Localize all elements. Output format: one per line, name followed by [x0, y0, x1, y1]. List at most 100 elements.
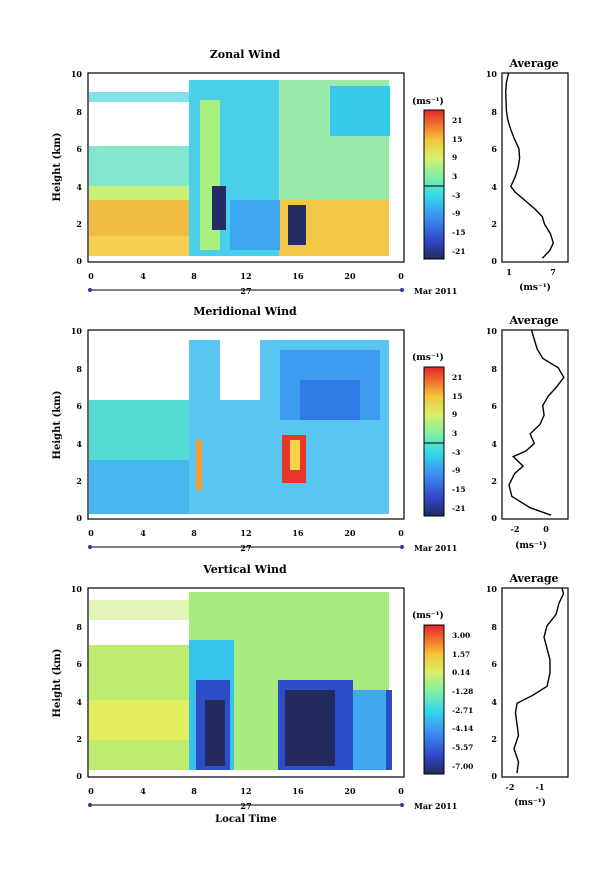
- x-tick-label: 12: [240, 271, 251, 281]
- x-tick-label: -2: [511, 524, 520, 534]
- y-tick-label: 10: [486, 69, 498, 79]
- y-tick-label: 2: [76, 734, 82, 744]
- colorbar-label: 3.00: [452, 631, 470, 640]
- y-tick-label: 6: [76, 144, 82, 154]
- colorbar-label: 3: [452, 172, 457, 181]
- y-axis-label: Height (km): [52, 133, 63, 202]
- x-tick-label: 20: [344, 528, 356, 538]
- colorbar: (ms⁻¹) 21 15 9 3 -3 -9 -15 -21: [412, 352, 466, 517]
- y-tick-label: 2: [76, 219, 82, 229]
- y-tick-label: 4: [76, 439, 82, 449]
- x-axis-label: Local Time: [215, 814, 277, 825]
- y-tick-label: 8: [491, 622, 497, 632]
- colorbar-label: 9: [452, 153, 457, 162]
- heatmap-field: [87, 329, 405, 520]
- panel-meridional: Meridional Wind Height (km) 0 2 4 6 8 10…: [52, 305, 569, 553]
- panel-zonal: Zonal Wind Height (km) 0 2 4 6 8 10: [52, 48, 569, 296]
- x-tick-label: 4: [140, 528, 146, 538]
- y-tick-label: 0: [76, 256, 82, 266]
- y-tick-label: 10: [486, 326, 498, 336]
- x-tick-label: 8: [191, 528, 197, 538]
- y-tick-label: 4: [76, 697, 82, 707]
- colorbar: (ms⁻¹) 3.00 1.57 0.14 -1.28 -2.71 -4.14 …: [412, 610, 473, 775]
- date-label: Mar 2011: [414, 543, 457, 553]
- x-tick-label: 4: [140, 786, 146, 796]
- y-tick-label: 4: [491, 697, 497, 707]
- y-tick-label: 0: [76, 771, 82, 781]
- colorbar-label: -9: [452, 466, 460, 475]
- panel-title: Meridional Wind: [193, 305, 297, 318]
- average-panel: Average 0 2 4 6 8 10 -2 0 (ms⁻¹): [486, 314, 569, 551]
- y-tick-label: 6: [491, 401, 497, 411]
- y-tick-label: 0: [491, 771, 497, 781]
- colorbar-unit: (ms⁻¹): [412, 352, 444, 363]
- colorbar-label: -1.28: [452, 687, 473, 696]
- x-tick-label: 1: [506, 267, 512, 277]
- average-panel: Average 0 2 4 6 8 10 -2 -1 (ms⁻¹): [486, 572, 569, 808]
- average-title: Average: [508, 314, 558, 327]
- colorbar-label: -4.14: [452, 724, 473, 733]
- y-tick-label: 8: [76, 107, 82, 117]
- y-tick-label: 10: [486, 584, 498, 594]
- colorbar-label: 9: [452, 410, 457, 419]
- y-tick-label: 10: [71, 69, 83, 79]
- panel-title: Zonal Wind: [210, 48, 281, 61]
- x-tick-label: -1: [536, 782, 545, 792]
- colorbar-label: -21: [452, 504, 466, 513]
- x-tick-label: 0: [88, 786, 94, 796]
- colorbar-label: -15: [452, 485, 466, 494]
- x-tick-label: 12: [240, 528, 251, 538]
- x-axis: 0 4 8 12 16 20 0 27 Mar 2011: [88, 271, 457, 296]
- x-tick-label: 16: [292, 528, 304, 538]
- y-tick-label: 8: [76, 622, 82, 632]
- colorbar-unit: (ms⁻¹): [412, 96, 444, 107]
- average-x-label: (ms⁻¹): [515, 540, 547, 551]
- y-axis: Height (km) 0 2 4 6 8 10: [52, 69, 82, 266]
- y-tick-label: 6: [76, 659, 82, 669]
- average-panel: Average 0 2 4 6 8 10 1 7 (ms⁻¹): [486, 57, 569, 293]
- x-tick-label: -2: [506, 782, 515, 792]
- average-profile-line: [508, 329, 565, 516]
- colorbar-label: 15: [452, 135, 462, 144]
- y-tick-label: 2: [491, 219, 497, 229]
- y-tick-label: 0: [491, 256, 497, 266]
- average-profile-line: [513, 587, 565, 774]
- date-label: Mar 2011: [414, 801, 457, 811]
- average-profile-line: [504, 72, 555, 259]
- y-tick-label: 8: [491, 364, 497, 374]
- colorbar-label: -3: [452, 448, 460, 457]
- y-axis-label: Height (km): [52, 649, 63, 718]
- x-tick-label: 16: [292, 786, 304, 796]
- y-tick-label: 0: [76, 513, 82, 523]
- x-tick-label: 20: [344, 271, 356, 281]
- y-tick-label: 8: [491, 107, 497, 117]
- heatmap-field: [87, 72, 405, 263]
- y-tick-label: 10: [71, 584, 83, 594]
- heatmap-field: [87, 587, 405, 778]
- colorbar-label: 21: [452, 373, 462, 382]
- x-tick-label: 0: [398, 786, 404, 796]
- x-tick-label: 16: [292, 271, 304, 281]
- colorbar-label: -7.00: [452, 762, 473, 771]
- colorbar-label: 3: [452, 429, 457, 438]
- x-tick-label: 0: [88, 528, 94, 538]
- average-title: Average: [508, 57, 558, 70]
- x-tick-label: 7: [550, 267, 556, 277]
- x-tick-label: 4: [140, 271, 146, 281]
- colorbar-label: -15: [452, 228, 466, 237]
- y-tick-label: 4: [491, 439, 497, 449]
- panel-title: Vertical Wind: [202, 563, 287, 576]
- y-axis: Height (km) 0 2 4 6 8 10: [52, 326, 82, 523]
- y-tick-label: 0: [491, 513, 497, 523]
- date-label: Mar 2011: [414, 286, 457, 296]
- x-tick-label: 12: [240, 786, 251, 796]
- x-axis: 0 4 8 12 16 20 0 27 Mar 2011: [88, 528, 457, 553]
- x-tick-label: 0: [88, 271, 94, 281]
- colorbar-label: -3: [452, 191, 460, 200]
- y-tick-label: 4: [491, 182, 497, 192]
- y-axis: Height (km) 0 2 4 6 8 10: [52, 584, 82, 781]
- colorbar-label: -9: [452, 209, 460, 218]
- day-label: 27: [240, 543, 251, 553]
- colorbar: (ms⁻¹) 21 15 9 3 -3 -9 -15 -21: [412, 96, 466, 260]
- x-tick-label: 0: [543, 524, 549, 534]
